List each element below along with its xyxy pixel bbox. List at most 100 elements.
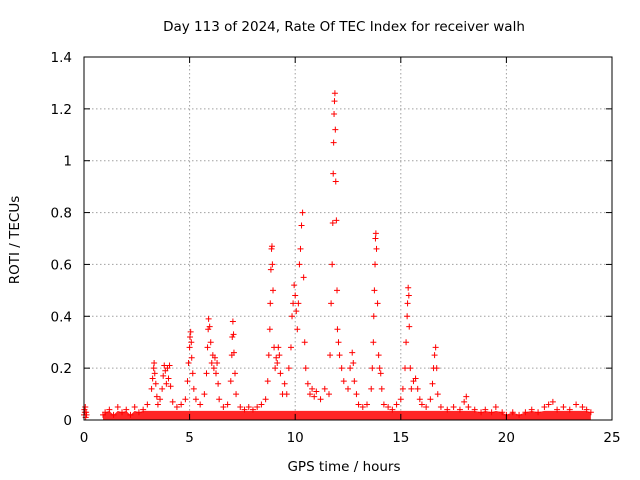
roti-point xyxy=(151,359,158,366)
roti-point xyxy=(275,344,282,351)
roti-baseline-band xyxy=(103,410,591,420)
roti-point xyxy=(290,300,297,307)
roti-point xyxy=(397,396,404,403)
roti-point xyxy=(184,378,191,385)
roti-point xyxy=(151,370,158,377)
roti-point xyxy=(373,245,380,252)
roti-point xyxy=(188,354,195,361)
roti-point xyxy=(229,334,236,341)
roti-point xyxy=(203,370,210,377)
roti-point xyxy=(334,287,341,294)
roti-point xyxy=(154,401,161,408)
roti-point xyxy=(294,326,301,333)
roti-point xyxy=(224,401,231,408)
roti-point xyxy=(201,391,208,398)
roti-point xyxy=(230,349,237,356)
roti-point xyxy=(488,409,495,416)
roti-point xyxy=(399,385,406,392)
roti-point xyxy=(166,362,173,369)
roti-point xyxy=(371,287,378,294)
roti-point xyxy=(192,396,199,403)
roti-point xyxy=(406,323,413,330)
roti-point xyxy=(241,406,248,413)
roti-point xyxy=(300,274,307,281)
roti-point xyxy=(583,406,590,413)
roti-point xyxy=(163,380,170,387)
roti-point xyxy=(333,217,340,224)
roti-point xyxy=(329,261,336,268)
roti-point xyxy=(437,404,444,411)
roti-point xyxy=(188,339,195,346)
roti-point xyxy=(369,365,376,372)
plot-frame xyxy=(83,56,613,421)
roti-point xyxy=(444,406,451,413)
roti-point xyxy=(82,404,89,411)
roti-point xyxy=(206,323,213,330)
roti-point xyxy=(110,411,117,418)
roti-point xyxy=(350,359,357,366)
roti-point xyxy=(405,292,412,299)
roti-point xyxy=(336,352,343,359)
roti-point xyxy=(325,391,332,398)
x-tick-label: 5 xyxy=(185,430,194,446)
roti-point xyxy=(376,365,383,372)
roti-point xyxy=(403,339,410,346)
roti-point xyxy=(197,401,204,408)
roti-point xyxy=(207,339,214,346)
roti-point xyxy=(299,209,306,216)
roti-point xyxy=(233,391,240,398)
roti-point xyxy=(471,406,478,413)
roti-point xyxy=(380,401,387,408)
roti-point xyxy=(178,401,185,408)
roti-point xyxy=(535,409,542,416)
roti-point xyxy=(245,404,252,411)
roti-point xyxy=(378,385,385,392)
roti-point xyxy=(215,380,222,387)
y-tick-labels: 0 0.2 0.4 0.6 0.8 1 1.2 1.4 xyxy=(51,50,72,429)
roti-point xyxy=(83,411,90,418)
roti-point xyxy=(220,404,227,411)
roti-point xyxy=(372,235,379,242)
roti-point xyxy=(347,365,354,372)
roti-point xyxy=(499,409,506,416)
roti-point xyxy=(579,404,586,411)
roti-point xyxy=(573,401,580,408)
roti-point xyxy=(106,406,113,413)
roti-point xyxy=(127,411,134,418)
roti-point xyxy=(210,365,217,372)
y-tick-label: 0 xyxy=(63,413,72,429)
roti-point xyxy=(317,396,324,403)
roti-point xyxy=(492,404,499,411)
roti-point xyxy=(187,334,194,341)
roti-point xyxy=(311,393,318,400)
roti-point xyxy=(296,261,303,268)
roti-point xyxy=(332,126,339,133)
roti-point xyxy=(331,111,338,118)
roti-point xyxy=(429,380,436,387)
roti-point xyxy=(351,378,358,385)
roti-point xyxy=(140,406,147,413)
roti-point xyxy=(321,385,328,392)
roti-point xyxy=(338,365,345,372)
roti-point xyxy=(423,404,430,411)
roti-point xyxy=(334,326,341,333)
roti-point xyxy=(123,406,130,413)
roti-point xyxy=(408,385,415,392)
y-tick-label: 0.6 xyxy=(51,257,72,273)
roti-point xyxy=(364,401,371,408)
roti-point xyxy=(213,370,219,377)
roti-point xyxy=(482,406,489,413)
y-tick-label: 1.2 xyxy=(51,102,72,118)
x-tick-label: 20 xyxy=(498,430,515,446)
roti-point xyxy=(205,326,212,333)
roti-point xyxy=(375,352,382,359)
roti-point xyxy=(313,388,320,395)
roti-point xyxy=(377,370,384,377)
roti-point xyxy=(297,245,304,252)
roti-point xyxy=(295,300,302,307)
roti-point xyxy=(461,398,468,405)
roti-point xyxy=(345,385,351,392)
roti-point xyxy=(335,339,342,346)
roti-point xyxy=(353,391,360,398)
roti-point xyxy=(414,385,421,392)
